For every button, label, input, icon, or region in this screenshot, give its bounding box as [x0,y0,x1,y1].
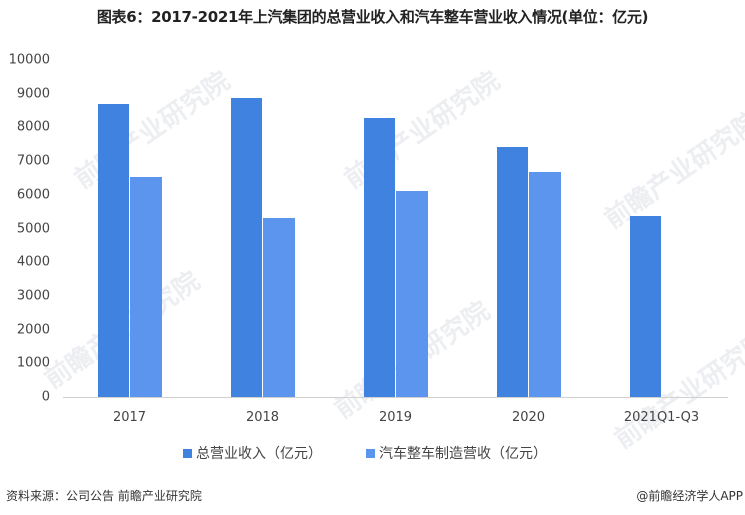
y-tick-label: 10000 [8,52,50,68]
y-tick-label: 9000 [16,86,50,102]
bar-vehicle-revenue [528,172,561,397]
bar-vehicle-revenue [262,218,295,397]
y-tick-label: 2000 [16,322,50,338]
x-tick-label: 2017 [112,410,147,425]
watermark: 前瞻产业研究院 [599,106,745,236]
x-tick-label: 2021Q1-Q3 [623,410,700,425]
bar-total-revenue [496,146,528,397]
bar-total-revenue [230,97,262,397]
legend-item-vehicle-revenue: 汽车整车制造营收（亿元） [366,443,547,463]
y-tick-label: 7000 [16,153,50,169]
legend-swatch-icon [366,448,375,458]
legend-label: 汽车整车制造营收（亿元） [379,446,547,462]
y-tick-label: 6000 [16,187,50,203]
y-tick-label: 4000 [16,254,50,270]
bar-total-revenue [97,103,129,397]
legend-swatch-icon [183,448,192,458]
chart-title: 图表6：2017-2021年上汽集团的总营业收入和汽车整车营业收入情况(单位：亿… [96,8,649,26]
y-tick-label: 3000 [16,288,50,304]
watermark: 前瞻产业研究院 [339,66,506,196]
x-tick-label: 2018 [245,410,280,425]
x-tick-label: 2019 [378,410,413,425]
source-note: 资料来源：公司公告 前瞻产业研究院 [6,489,202,503]
y-tick-label: 8000 [16,119,50,135]
credit-note: @前瞻经济学人APP [636,489,743,503]
y-tick-label: 0 [41,389,50,405]
bar-vehicle-revenue [129,176,162,397]
y-tick-label: 5000 [16,221,50,236]
watermark: 前瞻产业研究院 [609,326,745,456]
y-tick-label: 1000 [16,355,50,371]
bar-total-revenue [629,216,661,397]
x-tick-label: 2020 [511,410,546,425]
bar-total-revenue [363,118,395,397]
legend: 总营业收入（亿元） 汽车整车制造营收（亿元） [0,443,745,463]
bar-vehicle-revenue [395,190,428,397]
x-axis-line [63,397,728,398]
legend-item-total-revenue: 总营业收入（亿元） [183,443,322,463]
legend-label: 总营业收入（亿元） [196,446,322,462]
